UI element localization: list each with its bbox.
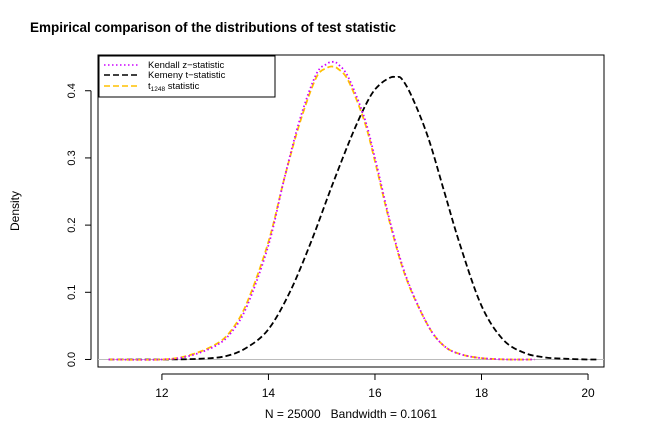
x-tick-label: 12 bbox=[155, 386, 169, 400]
legend-label-t1248-main: t bbox=[148, 81, 151, 92]
x-axis-label: N = 25000 Bandwidth = 0.1061 bbox=[265, 407, 437, 421]
legend-label-t1248-rest: statistic bbox=[165, 81, 200, 92]
y-tick-label: 0.4 bbox=[66, 83, 78, 98]
series-line-t1248-statistic bbox=[108, 65, 535, 361]
x-tick-label: 18 bbox=[475, 386, 489, 400]
y-tick-label: 0.3 bbox=[66, 150, 78, 165]
y-axis-label: Density bbox=[8, 191, 22, 231]
legend-label-kendall: Kendall z−statistic bbox=[148, 60, 225, 71]
legend: Kendall z−statistic Kemeny t−statistic t… bbox=[98, 55, 276, 98]
legend-label-kemeny: Kemeny t−statistic bbox=[148, 70, 226, 81]
chart-title: Empirical comparison of the distribution… bbox=[30, 20, 397, 35]
y-axis: 0.0 0.1 0.2 0.3 0.4 bbox=[66, 83, 92, 367]
legend-box bbox=[98, 55, 276, 98]
y-tick-label: 0.2 bbox=[66, 217, 78, 232]
x-tick-label: 14 bbox=[262, 386, 276, 400]
x-tick-label: 16 bbox=[368, 386, 382, 400]
legend-label-t1248-sub: 1248 bbox=[151, 86, 166, 93]
y-tick-label: 0.0 bbox=[66, 352, 78, 367]
series-line-kemeny-t-statistic bbox=[108, 75, 599, 361]
series-layer bbox=[108, 60, 599, 361]
series-line-kendall-z-statistic bbox=[108, 60, 535, 361]
y-tick-label: 0.1 bbox=[66, 285, 78, 300]
x-tick-label: 20 bbox=[581, 386, 595, 400]
legend-label-t1248: t1248 statistic bbox=[148, 81, 200, 93]
x-axis: 12 14 16 18 20 bbox=[155, 373, 595, 400]
plot-frame bbox=[97, 54, 605, 368]
